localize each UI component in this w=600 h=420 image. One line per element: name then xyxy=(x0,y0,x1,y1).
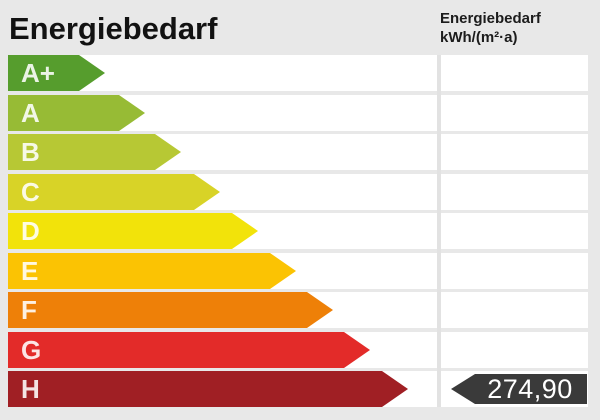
scale-arrow-a-plus: A+ xyxy=(8,55,105,91)
value-column-divider xyxy=(437,55,441,407)
unit-header-unit: kWh/(m²·a) xyxy=(440,29,518,46)
scale-row-e: E xyxy=(8,253,588,289)
value-marker-text: 274,90 xyxy=(487,373,573,404)
scale-arrow-b: B xyxy=(8,134,181,170)
scale-arrow-a: A xyxy=(8,95,145,131)
value-marker: 274,90 xyxy=(451,374,587,404)
scale-letter: F xyxy=(21,295,37,325)
scale-letter: H xyxy=(21,374,40,404)
scale-arrow-c: C xyxy=(8,174,220,210)
scale-letter: G xyxy=(21,335,42,365)
unit-header-metric: Energiebedarf xyxy=(440,10,541,27)
scale-row-a-plus: A+ xyxy=(8,55,588,91)
scale-arrow-g: G xyxy=(8,332,370,368)
unit-header: Energiebedarf kWh/(m²·a) xyxy=(440,9,541,47)
scale-row-f: F xyxy=(8,292,588,328)
scale-row-c: C xyxy=(8,174,588,210)
scale-letter: C xyxy=(21,177,40,207)
scale-letter: E xyxy=(21,256,39,286)
scale-arrow-e: E xyxy=(8,253,296,289)
scale-letter: B xyxy=(21,137,40,167)
scale-row-a: A xyxy=(8,95,588,131)
scale-arrow-h: H xyxy=(8,371,408,407)
scale-letter: A xyxy=(21,98,40,128)
energy-scale: A+ A B C D E xyxy=(8,55,588,407)
scale-row-g: G xyxy=(8,332,588,368)
scale-letter: D xyxy=(21,216,40,246)
scale-row-b: B xyxy=(8,134,588,170)
scale-arrow-f: F xyxy=(8,292,333,328)
scale-row-d: D xyxy=(8,213,588,249)
page-title: Energiebedarf xyxy=(9,11,218,46)
scale-arrow-d: D xyxy=(8,213,258,249)
scale-letter: A+ xyxy=(21,58,55,88)
